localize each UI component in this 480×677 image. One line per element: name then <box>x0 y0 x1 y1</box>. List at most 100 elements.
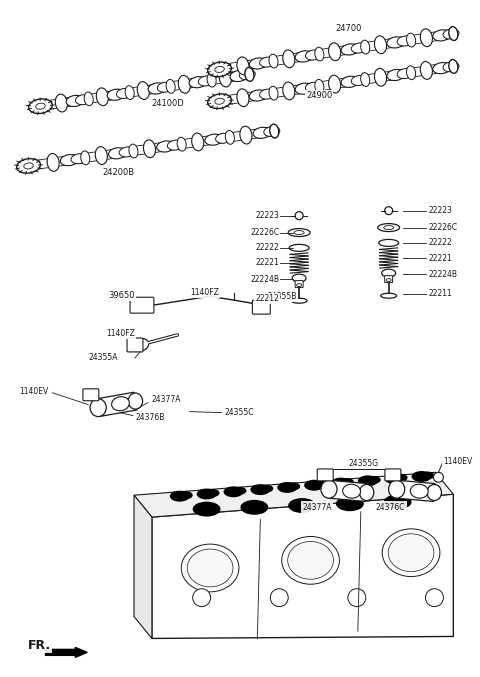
Text: 22224B: 22224B <box>429 269 457 279</box>
Ellipse shape <box>215 66 224 72</box>
Ellipse shape <box>107 89 125 100</box>
Ellipse shape <box>137 82 149 100</box>
Ellipse shape <box>360 40 370 54</box>
Ellipse shape <box>288 229 310 236</box>
Text: 24355B: 24355B <box>267 292 297 301</box>
Text: 22212: 22212 <box>255 294 279 303</box>
Ellipse shape <box>449 60 458 73</box>
Ellipse shape <box>95 147 108 165</box>
Ellipse shape <box>249 58 267 69</box>
Ellipse shape <box>208 62 231 77</box>
Ellipse shape <box>232 487 246 495</box>
Ellipse shape <box>81 151 90 165</box>
Ellipse shape <box>282 536 339 584</box>
Text: 22226C: 22226C <box>250 228 279 237</box>
Text: 22223: 22223 <box>429 206 452 215</box>
Polygon shape <box>134 473 453 517</box>
Text: 24376B: 24376B <box>136 413 166 422</box>
Polygon shape <box>219 29 454 74</box>
Ellipse shape <box>237 89 249 107</box>
Ellipse shape <box>329 43 341 61</box>
Ellipse shape <box>177 137 186 151</box>
Ellipse shape <box>291 298 307 303</box>
FancyArrow shape <box>46 647 87 657</box>
Text: 24377A: 24377A <box>152 395 181 404</box>
Ellipse shape <box>315 79 324 93</box>
Ellipse shape <box>17 158 40 173</box>
Ellipse shape <box>288 498 316 513</box>
Ellipse shape <box>420 471 434 479</box>
Ellipse shape <box>157 82 173 92</box>
Polygon shape <box>28 127 275 171</box>
Ellipse shape <box>341 77 359 87</box>
Ellipse shape <box>331 477 351 489</box>
Ellipse shape <box>297 284 301 286</box>
FancyBboxPatch shape <box>384 276 393 282</box>
Ellipse shape <box>381 293 396 298</box>
Ellipse shape <box>249 90 267 101</box>
Ellipse shape <box>36 103 45 109</box>
Ellipse shape <box>75 95 91 105</box>
Ellipse shape <box>216 133 232 144</box>
FancyBboxPatch shape <box>252 300 270 314</box>
Ellipse shape <box>449 26 458 41</box>
Ellipse shape <box>207 73 216 87</box>
Ellipse shape <box>181 544 239 592</box>
Polygon shape <box>396 480 435 502</box>
Ellipse shape <box>292 274 306 282</box>
Ellipse shape <box>205 134 223 145</box>
Ellipse shape <box>90 399 106 416</box>
Ellipse shape <box>71 154 87 164</box>
Ellipse shape <box>288 542 334 580</box>
Ellipse shape <box>253 127 271 138</box>
Ellipse shape <box>341 44 359 55</box>
Ellipse shape <box>224 486 243 498</box>
Ellipse shape <box>367 476 381 484</box>
Ellipse shape <box>329 75 341 93</box>
Ellipse shape <box>289 244 309 251</box>
Ellipse shape <box>420 62 432 79</box>
Ellipse shape <box>427 485 442 500</box>
Ellipse shape <box>187 549 233 587</box>
Ellipse shape <box>420 29 432 47</box>
Ellipse shape <box>358 475 378 486</box>
Ellipse shape <box>387 37 405 48</box>
FancyBboxPatch shape <box>130 297 154 313</box>
Ellipse shape <box>443 29 459 39</box>
Ellipse shape <box>397 68 413 79</box>
Ellipse shape <box>240 126 252 144</box>
Ellipse shape <box>55 94 67 112</box>
Circle shape <box>270 589 288 607</box>
FancyBboxPatch shape <box>127 338 143 352</box>
Ellipse shape <box>360 485 374 500</box>
Ellipse shape <box>286 483 300 490</box>
Ellipse shape <box>443 62 459 72</box>
Ellipse shape <box>251 484 270 495</box>
Ellipse shape <box>388 534 434 571</box>
Ellipse shape <box>294 231 304 234</box>
Ellipse shape <box>116 89 132 98</box>
Ellipse shape <box>208 94 231 108</box>
Ellipse shape <box>148 83 166 94</box>
FancyBboxPatch shape <box>317 469 333 481</box>
Ellipse shape <box>384 473 405 484</box>
Ellipse shape <box>411 471 432 482</box>
Text: 24377A: 24377A <box>302 502 332 512</box>
Ellipse shape <box>84 92 93 106</box>
Ellipse shape <box>259 485 273 493</box>
Polygon shape <box>40 70 250 110</box>
Ellipse shape <box>264 127 280 137</box>
Ellipse shape <box>340 478 354 486</box>
Ellipse shape <box>215 98 224 104</box>
Text: 1140EV: 1140EV <box>444 457 473 466</box>
Ellipse shape <box>240 70 255 80</box>
Ellipse shape <box>379 240 398 246</box>
Text: 22224B: 22224B <box>250 275 279 284</box>
Ellipse shape <box>170 491 190 502</box>
FancyBboxPatch shape <box>295 280 303 288</box>
Ellipse shape <box>166 79 175 93</box>
Circle shape <box>433 473 444 482</box>
Ellipse shape <box>407 33 416 47</box>
Ellipse shape <box>283 82 295 100</box>
Circle shape <box>384 206 393 215</box>
